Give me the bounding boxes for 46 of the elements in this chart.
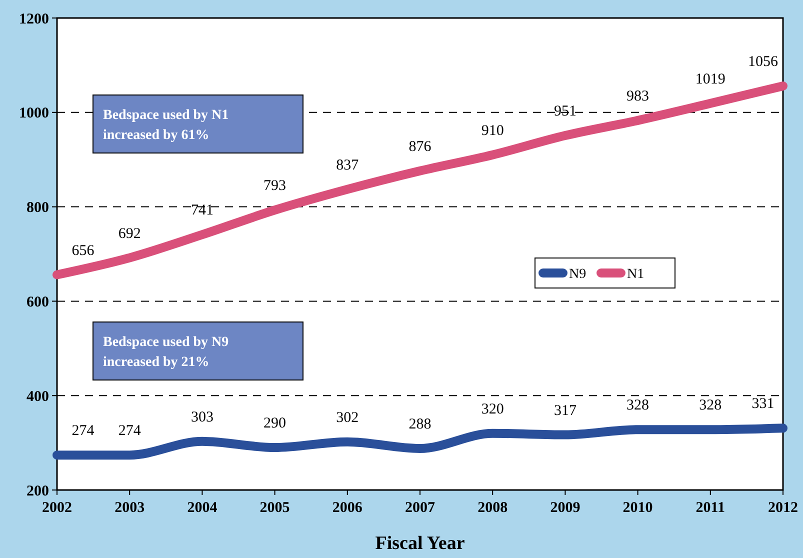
y-tick-label: 1200: [19, 11, 49, 28]
annotation: Bedspace used by N1 increased by 61%: [103, 108, 229, 143]
data-label: 951: [554, 104, 576, 120]
data-label: 302: [336, 410, 359, 426]
y-tick-label: 1000: [19, 106, 49, 122]
data-label: 692: [118, 226, 141, 242]
data-label: 741: [190, 202, 214, 219]
data-label: 1019: [695, 71, 726, 88]
data-label: 793: [264, 178, 286, 194]
data-label: 1056: [748, 54, 778, 70]
data-label: 328: [699, 398, 722, 414]
data-label: 274: [118, 423, 142, 440]
legend-label: N9: [569, 266, 586, 282]
data-label: 290: [264, 416, 286, 432]
x-tick-label: 2004: [187, 500, 218, 516]
data-label: 656: [72, 242, 95, 259]
legend-label: N1: [627, 266, 644, 282]
data-label: 876: [408, 138, 432, 155]
y-tick-label: 400: [26, 388, 49, 405]
x-tick-label: 2003: [114, 500, 145, 516]
x-tick-label: 2005: [260, 500, 290, 516]
note-box: Bedspace used by N9 increased by 21%: [92, 322, 304, 380]
x-tick-label: 2002: [42, 500, 72, 516]
x-tick-label: 2011: [696, 500, 725, 516]
x-tick-label: 2012: [768, 500, 798, 516]
data-label: 837: [336, 157, 360, 174]
x-tick-label: 2008: [478, 500, 508, 516]
data-label: 331: [752, 396, 774, 412]
data-label: 274: [72, 423, 95, 440]
x-tick-label: 2006: [332, 500, 363, 516]
y-tick-label: 800: [26, 200, 49, 216]
x-tick-label: 2010: [622, 500, 653, 516]
x-tick-label: 2007: [405, 500, 436, 516]
x-axis-title: Fiscal Year: [375, 533, 466, 554]
y-tick-label: 200: [26, 483, 49, 500]
data-label: 983: [626, 88, 650, 104]
data-label: 328: [626, 398, 650, 414]
data-label: 288: [408, 416, 432, 432]
y-tick-label: 600: [26, 294, 49, 310]
data-label: 910: [481, 122, 504, 139]
data-label: 317: [554, 402, 577, 419]
data-label: 303: [190, 409, 214, 426]
note-box: Bedspace used by N1 increased by 61%: [92, 94, 304, 154]
data-label: 320: [481, 401, 504, 418]
x-tick-label: 2009: [550, 500, 580, 516]
annotation: Bedspace used by N9 increased by 21%: [103, 335, 229, 370]
